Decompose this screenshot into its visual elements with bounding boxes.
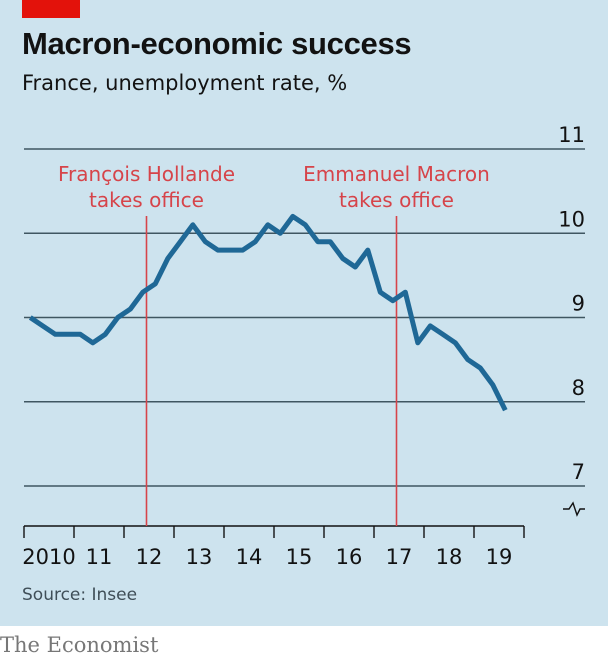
x-tick-label-11: 11 xyxy=(86,545,113,569)
x-tick-label-15: 15 xyxy=(286,545,313,569)
x-tick-label-19: 19 xyxy=(486,545,513,569)
x-tick-label-16: 16 xyxy=(336,545,363,569)
brand-tag xyxy=(22,0,80,18)
chart-subtitle: France, unemployment rate, % xyxy=(22,71,348,95)
publisher-wordmark: The Economist xyxy=(0,633,159,657)
y-tick-label-7: 7 xyxy=(572,460,585,484)
unemployment-rate-line xyxy=(28,213,508,412)
y-tick-label-8: 8 xyxy=(572,376,585,400)
y-tick-label-9: 9 xyxy=(572,292,585,316)
x-tick-label-17: 17 xyxy=(386,545,413,569)
x-tick-label-18: 18 xyxy=(436,545,463,569)
annotation-label-1-line2: takes office xyxy=(89,188,204,212)
source-note: Source: Insee xyxy=(22,585,138,605)
x-tick-label-2010: 2010 xyxy=(22,545,75,569)
line-chart: 7 8 9 10 11 2010 11 12 13 14 15 16 17 18 19 François Ho… xyxy=(22,123,585,569)
x-tick-label-13: 13 xyxy=(186,545,213,569)
x-tick-label-14: 14 xyxy=(236,545,263,569)
x-tick-label-12: 12 xyxy=(136,545,163,569)
y-tick-label-11: 11 xyxy=(558,123,585,147)
axis-break-icon xyxy=(563,501,585,517)
annotation-label-2-line2: takes office xyxy=(339,188,454,212)
annotation-label-1-line1: François Hollande xyxy=(58,162,235,186)
annotation-label-2-line1: Emmanuel Macron xyxy=(303,162,490,186)
y-tick-label-10: 10 xyxy=(558,207,585,231)
chart-panel xyxy=(0,0,608,626)
chart-title: Macron-economic success xyxy=(22,26,412,61)
